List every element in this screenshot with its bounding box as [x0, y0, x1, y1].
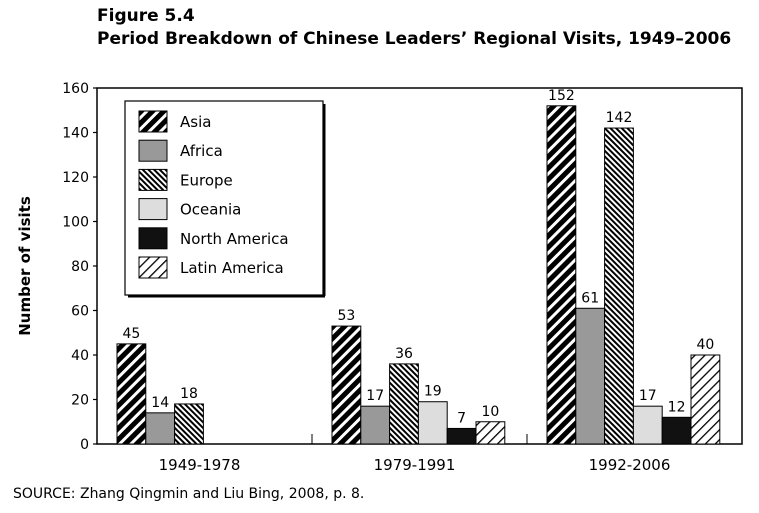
chart-title: Period Breakdown of Chinese Leaders’ Reg… — [97, 29, 732, 49]
x-tick-label: 1949-1978 — [159, 456, 241, 474]
bar — [389, 363, 419, 445]
y-axis-label: Number of visits — [16, 196, 34, 336]
data-label: 142 — [606, 110, 633, 126]
x-tick-label: 1992-2006 — [589, 456, 671, 474]
y-tick-label: 120 — [62, 170, 89, 186]
bar — [604, 127, 634, 445]
legend-label: Asia — [180, 113, 211, 131]
legend-label: Latin America — [180, 259, 284, 277]
legend-label: Africa — [180, 142, 223, 160]
y-tick-label: 60 — [71, 304, 89, 320]
x-axis: 1949-1978 1979-1991 1992-2006 — [159, 434, 671, 474]
data-label: 18 — [180, 386, 198, 402]
legend-swatch — [138, 168, 168, 191]
x-tick-label: 1979-1991 — [374, 456, 456, 474]
bar — [417, 401, 448, 445]
bar — [475, 421, 506, 445]
y-tick-label: 160 — [62, 81, 89, 97]
legend-swatch — [138, 256, 168, 279]
data-label: 19 — [424, 384, 442, 400]
legend-swatch — [138, 139, 168, 162]
bar — [546, 105, 577, 445]
bar — [446, 427, 477, 445]
data-label: 17 — [366, 388, 384, 404]
y-tick-label: 80 — [71, 259, 89, 275]
data-label: 17 — [639, 388, 657, 404]
legend: Asia Africa Europe Oceania North America Lati… — [124, 100, 326, 298]
data-label: 12 — [668, 399, 686, 415]
data-label: 10 — [481, 404, 499, 420]
data-label: 36 — [395, 346, 413, 362]
bar — [661, 416, 692, 445]
figure-label: Figure 5.4 — [97, 6, 195, 26]
bar — [116, 343, 147, 445]
data-label: 14 — [151, 395, 169, 411]
legend-label: Europe — [180, 171, 233, 189]
y-tick-label: 20 — [71, 393, 89, 409]
data-label: 53 — [337, 308, 355, 324]
data-label: 152 — [548, 88, 575, 104]
y-tick-label: 40 — [71, 348, 89, 364]
bar — [331, 325, 362, 445]
bar — [632, 405, 663, 445]
y-tick-label: 0 — [80, 437, 89, 453]
bars: 45 14 18 53 17 36 19 7 10 152 61 142 17 12 40 — [116, 88, 721, 445]
data-label: 61 — [581, 290, 599, 306]
y-tick-label: 140 — [62, 126, 89, 142]
bar — [174, 403, 204, 445]
legend-swatch — [138, 227, 168, 250]
legend-label: North America — [180, 230, 289, 248]
data-label: 7 — [457, 410, 466, 426]
legend-label: Oceania — [180, 201, 241, 219]
legend-swatch — [138, 198, 168, 221]
data-label: 40 — [696, 337, 714, 353]
bar — [360, 405, 391, 445]
bar — [145, 412, 176, 445]
source-note: SOURCE: Zhang Qingmin and Liu Bing, 2008… — [13, 486, 365, 502]
y-axis: 0 20 40 60 80 100 120 140 160 — [62, 81, 97, 453]
y-tick-label: 100 — [62, 215, 89, 231]
bar — [575, 307, 606, 445]
bar — [690, 354, 721, 445]
legend-swatch — [138, 110, 168, 133]
data-label: 45 — [122, 326, 140, 342]
